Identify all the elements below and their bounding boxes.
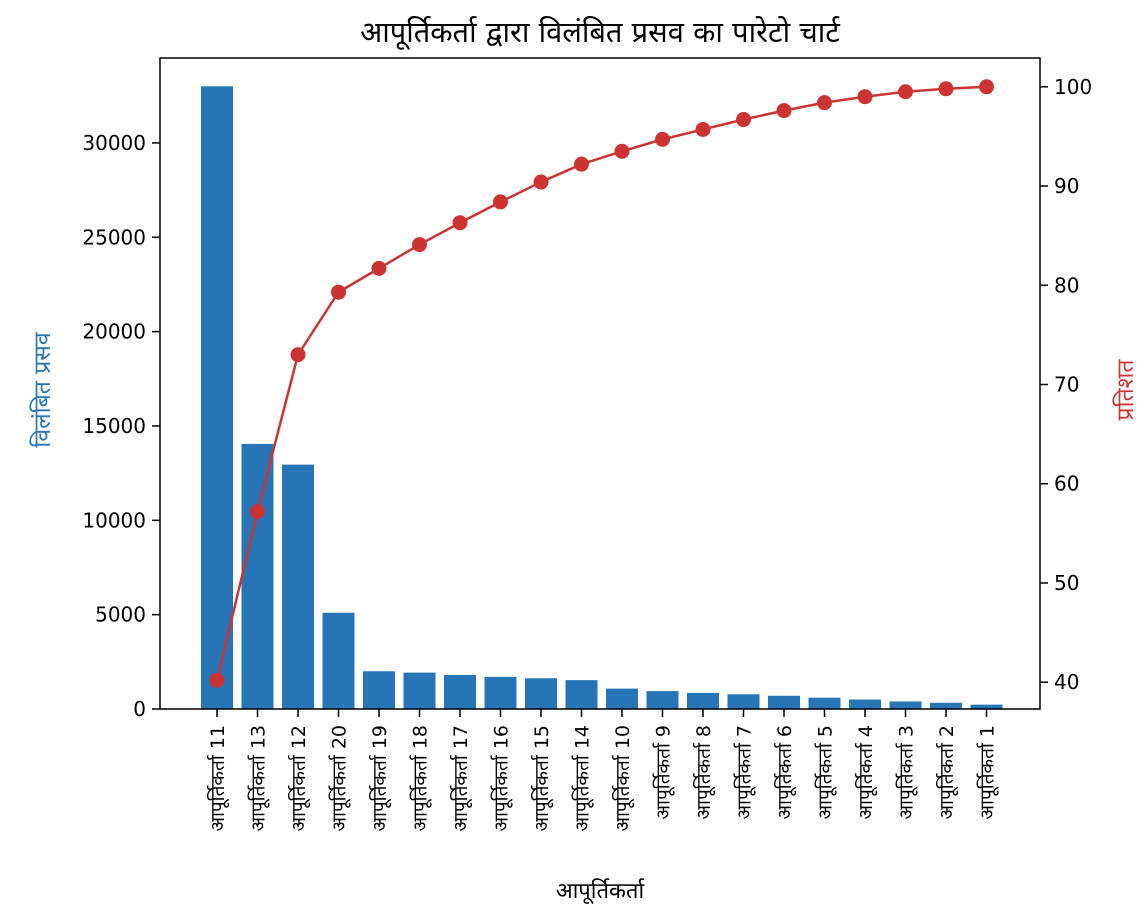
y2-tick-label: 70 [1054, 372, 1079, 396]
bar [565, 680, 598, 709]
bar [403, 672, 436, 709]
x-tick-label: आपूर्तिकर्ता 2 [935, 725, 959, 819]
cumulative-point [938, 81, 954, 97]
y-tick-label: 5000 [95, 603, 146, 627]
y-tick-label: 25000 [82, 225, 146, 249]
y2-tick-label: 100 [1054, 75, 1092, 99]
bars-layer [201, 86, 1003, 710]
bar [363, 671, 395, 709]
bar [727, 694, 760, 709]
bar [808, 697, 841, 709]
x-tick-label: आपूर्तिकर्ता 12 [287, 725, 311, 832]
x-tick-label: आपूर्तिकर्ता 16 [490, 725, 514, 832]
y-tick-label: 0 [133, 697, 146, 721]
bar [646, 691, 679, 709]
x-tick-label: आपूर्तिकर्ता 17 [449, 725, 473, 832]
cumulative-point [857, 89, 873, 105]
x-tick-label: आपूर्तिकर्ता 9 [652, 725, 676, 819]
cumulative-point [776, 103, 792, 119]
y2-tick-label: 50 [1054, 571, 1079, 595]
cumulative-point [695, 121, 711, 137]
x-tick-label: आपूर्तिकर्ता 5 [814, 725, 838, 819]
x-axis-label: आपूर्तिकर्ता [556, 878, 645, 905]
x-tick-label: आपूर्तिकर्ता 6 [773, 725, 797, 819]
cumulative-point [452, 215, 468, 231]
cumulative-line-layer [209, 79, 994, 688]
left-y-axis: 0 5000 10000 15000 20000 25000 30000 [82, 131, 160, 721]
x-tick-label: आपूर्तिकर्ता 4 [854, 725, 878, 819]
x-tick-label: आपूर्तिकर्ता 1 [976, 725, 1000, 819]
bar [889, 701, 922, 709]
cumulative-point [250, 504, 265, 520]
bar [849, 699, 881, 709]
bar [525, 678, 557, 709]
y-axis-label: विलंबित प्रसव [29, 331, 56, 447]
x-tick-label: आपूर्तिकर्ता 7 [733, 725, 757, 819]
right-y-axis: 40 50 60 70 80 90 100 [1040, 75, 1092, 694]
bar [687, 692, 719, 709]
cumulative-point [209, 672, 225, 688]
y-tick-label: 30000 [82, 131, 146, 155]
y2-tick-label: 90 [1054, 174, 1079, 198]
cumulative-point [817, 95, 832, 111]
cumulative-point [736, 112, 751, 128]
bar [444, 675, 476, 709]
bar [606, 688, 638, 709]
cumulative-point [331, 284, 346, 300]
x-tick-label: आपूर्तिकर्ता 14 [571, 725, 595, 832]
y2-axis-label: प्रतिशत [1112, 359, 1139, 421]
cumulative-point [290, 347, 306, 363]
cumulative-point [898, 84, 913, 100]
y2-tick-label: 60 [1054, 472, 1079, 496]
bar [484, 676, 517, 709]
x-tick-label: आपूर्तिकर्ता 10 [611, 725, 635, 832]
x-tick-label: आपूर्तिकर्ता 8 [692, 725, 716, 819]
cumulative-point [533, 174, 549, 190]
plot-frame [159, 57, 1041, 710]
x-tick-label: आपूर्तिकर्ता 15 [530, 725, 554, 832]
bar [241, 443, 274, 709]
cumulative-point [614, 143, 630, 159]
cumulative-point [655, 131, 670, 147]
cumulative-point [412, 237, 427, 253]
x-axis: आपूर्तिकर्ता 11 आपूर्तिकर्ता 13 आपूर्तिकर्… [206, 709, 1000, 832]
x-tick-label: आपूर्तिकर्ता 3 [895, 725, 919, 819]
cumulative-point [979, 79, 994, 95]
y-tick-label: 10000 [82, 508, 146, 532]
x-tick-label: आपूर्तिकर्ता 20 [328, 725, 352, 832]
y-tick-label: 20000 [82, 320, 146, 344]
x-tick-label: आपूर्तिकर्ता 18 [409, 725, 433, 832]
bar [201, 86, 233, 710]
x-tick-label: आपूर्तिकर्ता 13 [247, 725, 271, 832]
y2-tick-label: 80 [1054, 273, 1079, 297]
bar [282, 464, 314, 709]
y2-tick-label: 40 [1054, 670, 1079, 694]
chart-title: आपूर्तिकर्ता द्वारा विलंबित प्रसव का पार… [360, 15, 841, 50]
bar [970, 704, 1003, 709]
bar [322, 612, 355, 709]
cumulative-line [215, 85, 987, 681]
bar [768, 695, 800, 709]
x-tick-label: आपूर्तिकर्ता 11 [206, 725, 230, 832]
cumulative-point [371, 260, 387, 276]
y-tick-label: 15000 [82, 414, 146, 438]
cumulative-point [493, 194, 508, 210]
bar [930, 702, 962, 709]
x-tick-label: आपूर्तिकर्ता 19 [368, 725, 392, 832]
cumulative-point [574, 156, 589, 172]
